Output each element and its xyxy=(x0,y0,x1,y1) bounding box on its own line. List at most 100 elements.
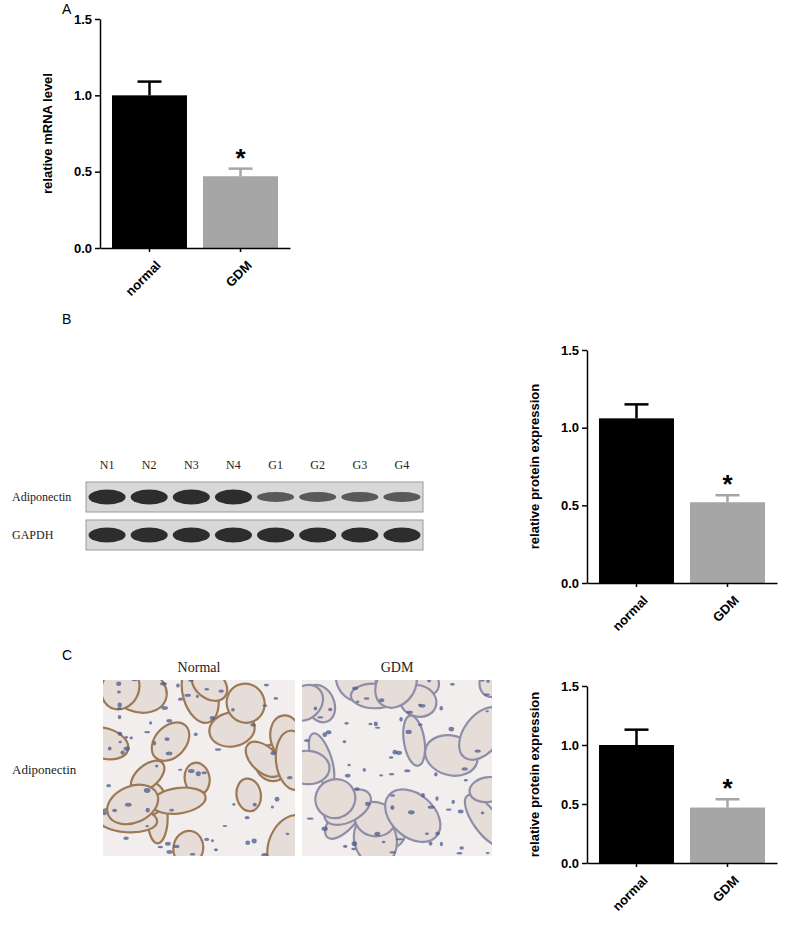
villus xyxy=(103,722,132,765)
y-tick-mark xyxy=(582,686,587,688)
nucleus xyxy=(406,730,412,734)
nucleus xyxy=(427,680,431,682)
villus xyxy=(375,779,451,853)
nucleus xyxy=(390,805,394,810)
y-tick-mark xyxy=(95,95,100,97)
error-cap xyxy=(138,80,162,83)
villus xyxy=(144,715,197,768)
y-tick-mark xyxy=(582,804,587,806)
nucleus xyxy=(130,736,133,739)
error-stem xyxy=(635,404,638,418)
x-tick: GDM xyxy=(710,583,742,625)
y-tick: 0.0 xyxy=(561,856,587,871)
blot-band xyxy=(89,490,126,505)
x-tick-mark xyxy=(149,248,151,252)
blot-band xyxy=(89,528,126,543)
nucleus xyxy=(425,833,429,835)
villus xyxy=(308,772,362,825)
nucleus xyxy=(214,848,218,851)
nucleus xyxy=(117,707,122,710)
lane-label: G3 xyxy=(352,458,367,472)
blot-band xyxy=(341,528,378,543)
nucleus xyxy=(116,681,121,685)
nucleus xyxy=(106,784,111,787)
x-tick-label: GDM xyxy=(710,593,742,625)
nucleus xyxy=(368,723,372,725)
error-cap xyxy=(625,728,649,731)
nucleus xyxy=(307,817,314,819)
ihc-row-label: Adiponectin xyxy=(12,762,77,777)
nucleus xyxy=(117,691,121,694)
nucleus xyxy=(144,788,151,793)
nucleus xyxy=(440,842,443,846)
nucleus xyxy=(418,704,421,707)
nucleus xyxy=(161,706,168,710)
nucleus xyxy=(112,809,117,813)
nucleus xyxy=(363,768,366,772)
nucleus xyxy=(343,740,347,743)
plot-area xyxy=(599,730,765,863)
nucleus xyxy=(118,732,123,736)
x-tick-mark xyxy=(727,583,729,587)
y-axis: 0.00.51.01.5 xyxy=(74,12,101,256)
y-tick-label: 1.0 xyxy=(561,738,579,753)
blot-strip xyxy=(86,520,423,550)
nucleus xyxy=(188,769,195,773)
y-tick: 1.5 xyxy=(74,12,100,27)
nucleus xyxy=(262,705,267,707)
nucleus xyxy=(352,841,358,846)
nucleus xyxy=(375,727,380,729)
nucleus xyxy=(459,846,464,850)
y-tick-label: 0.5 xyxy=(74,164,92,179)
nucleus xyxy=(314,707,317,711)
nucleus xyxy=(480,680,484,682)
villus xyxy=(103,680,146,716)
nucleus xyxy=(196,695,199,698)
nucleus xyxy=(153,741,156,746)
micrograph xyxy=(302,680,492,856)
nucleus xyxy=(108,746,112,750)
nucleus xyxy=(250,723,255,726)
nucleus xyxy=(132,680,137,681)
nucleus xyxy=(304,739,309,742)
nucleus xyxy=(404,769,410,772)
y-tick: 1.5 xyxy=(561,343,587,358)
plot-area xyxy=(599,404,765,583)
y-tick-label: 0.0 xyxy=(561,576,579,591)
nucleus xyxy=(356,700,359,703)
x-tick-label: GDM xyxy=(710,873,742,905)
nucleus xyxy=(118,715,122,719)
villus xyxy=(468,774,492,804)
x-tick-label: GDM xyxy=(223,258,255,290)
chart: *0.00.51.01.5normalGDMrelative protein e… xyxy=(527,679,778,914)
nucleus xyxy=(178,698,183,701)
villus xyxy=(259,808,295,856)
nucleus xyxy=(450,683,455,686)
nucleus xyxy=(252,839,257,844)
nucleus xyxy=(190,853,196,855)
nucleus xyxy=(169,809,174,812)
bar xyxy=(599,418,674,583)
ihc-column-label: Normal xyxy=(178,660,221,675)
x-tick-mark xyxy=(636,863,638,867)
x-axis-line xyxy=(101,248,291,250)
y-tick-label: 0.5 xyxy=(561,797,579,812)
nucleus xyxy=(158,846,163,848)
nucleus xyxy=(475,749,481,752)
nucleus xyxy=(365,802,370,806)
nucleus xyxy=(389,756,394,758)
plot-area xyxy=(112,82,278,248)
nucleus xyxy=(211,839,214,842)
nucleus xyxy=(245,816,250,819)
x-tick-mark xyxy=(240,248,242,252)
nucleus xyxy=(352,686,358,689)
annotation: * xyxy=(722,469,733,499)
y-tick-mark xyxy=(582,350,587,352)
bar xyxy=(203,176,278,248)
western-blot: N1N2N3N4G1G2G3G4AdiponectinGAPDH xyxy=(12,458,423,550)
x-axis: normalGDM xyxy=(588,863,778,914)
villus xyxy=(400,714,428,767)
nucleus xyxy=(271,805,274,808)
chart: *0.00.51.01.5normalGDMrelative mRNA leve… xyxy=(40,12,291,299)
nucleus xyxy=(396,838,403,840)
